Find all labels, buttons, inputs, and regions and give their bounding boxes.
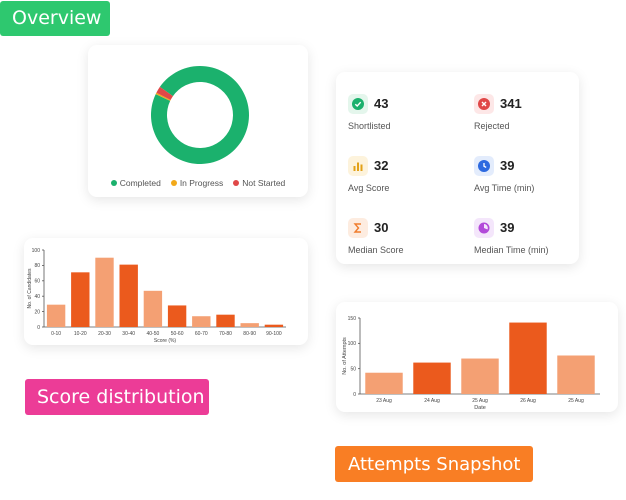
legend-item-not-started: Not Started [233, 178, 285, 188]
x-tick-label: 80-90 [243, 331, 256, 337]
bar [216, 314, 235, 327]
x-tick-label: 40-50 [147, 331, 160, 337]
y-tick-label: 20 [34, 309, 40, 315]
bar-chart-icon [348, 156, 368, 176]
stat-rejected: 341 Rejected [462, 78, 572, 131]
completion-status-card: Completed In Progress Not Started [88, 45, 308, 197]
legend-label-not-started: Not Started [242, 178, 286, 188]
stat-label-avg-score: Avg Score [348, 183, 390, 193]
stat-value-median-score: 30 [374, 220, 389, 235]
stat-value-avg-time: 39 [500, 158, 515, 173]
y-axis-label: No. of Attempts [342, 337, 348, 375]
x-tick-label: 23 Aug [376, 398, 392, 404]
bar [240, 323, 259, 327]
x-tick-label: 26 Aug [520, 398, 536, 404]
stat-value-median-time: 39 [500, 220, 515, 235]
check-circle-icon [348, 94, 368, 114]
bar [557, 355, 595, 394]
x-tick-label: 25 Aug [568, 398, 584, 404]
bar [365, 372, 403, 394]
bar [119, 264, 138, 327]
score-distribution-tag: Score distribution [25, 379, 209, 415]
y-tick-label: 150 [348, 316, 357, 322]
donut-legend: Completed In Progress Not Started [88, 178, 308, 188]
sigma-icon [348, 218, 368, 238]
bar [95, 257, 114, 327]
legend-dot-completed [110, 180, 117, 186]
stat-label-rejected: Rejected [474, 121, 510, 131]
x-tick-label: 0-10 [51, 331, 61, 337]
stat-label-shortlisted: Shortlisted [348, 121, 391, 131]
x-circle-icon [474, 94, 494, 114]
donut-slice-in-progress [155, 92, 171, 101]
stats-card: 43 Shortlisted 341 Rejected 32 Avg Score… [336, 72, 579, 264]
x-axis-label: Date [474, 405, 486, 411]
donut-slice-completed [150, 66, 249, 164]
x-tick-label: 60-70 [195, 331, 208, 337]
legend-label-in-progress: In Progress [179, 178, 224, 188]
x-tick-label: 10-20 [74, 331, 87, 337]
legend-dot-not-started [233, 180, 240, 186]
timer-icon [474, 218, 494, 238]
stat-value-shortlisted: 43 [374, 96, 389, 111]
bar [509, 322, 547, 394]
x-tick-label: 50-60 [171, 331, 184, 337]
legend-label-completed: Completed [119, 178, 161, 188]
clock-icon [474, 156, 494, 176]
x-tick-label: 25 Aug [472, 398, 488, 404]
stat-shortlisted: 43 Shortlisted [336, 78, 446, 131]
y-tick-label: 100 [348, 341, 357, 347]
stat-value-rejected: 341 [500, 96, 522, 111]
attempts-snapshot-tag: Attempts Snapshot [335, 446, 533, 482]
stat-label-median-score: Median Score [348, 245, 404, 255]
y-tick-label: 100 [32, 248, 41, 254]
stat-median-time: 39 Median Time (min) [462, 202, 572, 255]
bar [71, 272, 90, 327]
y-tick-label: 0 [37, 325, 40, 331]
bar [461, 358, 499, 394]
x-tick-label: 90-100 [266, 331, 282, 337]
x-tick-label: 24 Aug [424, 398, 440, 404]
y-tick-label: 50 [350, 366, 356, 372]
y-tick-label: 80 [34, 263, 40, 269]
donut-slice-not-started [156, 86, 173, 100]
y-axis-label: No. of Candidates [27, 268, 33, 309]
legend-item-completed: Completed [110, 178, 161, 188]
stat-avg-time: 39 Avg Time (min) [462, 140, 572, 193]
bar [264, 324, 284, 327]
score-distribution-card: 0 20 40 60 80 100 0-10 10-20 20-30 30-40 40-50 50-6… [24, 238, 308, 345]
x-tick-label: 20-30 [98, 331, 111, 337]
overview-tag: Overview [0, 1, 110, 36]
x-tick-label: 30-40 [122, 331, 135, 337]
x-axis-label: Score (%) [154, 338, 177, 344]
bar [143, 290, 163, 327]
bar [413, 362, 451, 394]
x-tick-label: 70-80 [219, 331, 232, 337]
stat-label-median-time: Median Time (min) [474, 245, 549, 255]
completion-donut-chart [150, 66, 249, 164]
stat-median-score: 30 Median Score [336, 202, 446, 255]
stat-label-avg-time: Avg Time (min) [474, 183, 535, 193]
bar [46, 304, 66, 327]
y-tick-label: 0 [353, 392, 356, 398]
stat-avg-score: 32 Avg Score [336, 140, 446, 193]
y-tick-label: 40 [34, 294, 40, 300]
legend-item-in-progress: In Progress [170, 178, 224, 188]
y-tick-label: 60 [34, 279, 40, 285]
bar [167, 305, 187, 327]
stat-value-avg-score: 32 [374, 158, 389, 173]
bar [192, 316, 211, 327]
legend-dot-in-progress [170, 180, 177, 186]
attempts-card: 0 50 100 150 23 Aug 24 Aug 25 Aug 26 Aug 25 Aug D… [336, 302, 618, 412]
score-distribution-chart: 0 20 40 60 80 100 0-10 10-20 20-30 30-40 40-50 50-6… [27, 248, 286, 344]
